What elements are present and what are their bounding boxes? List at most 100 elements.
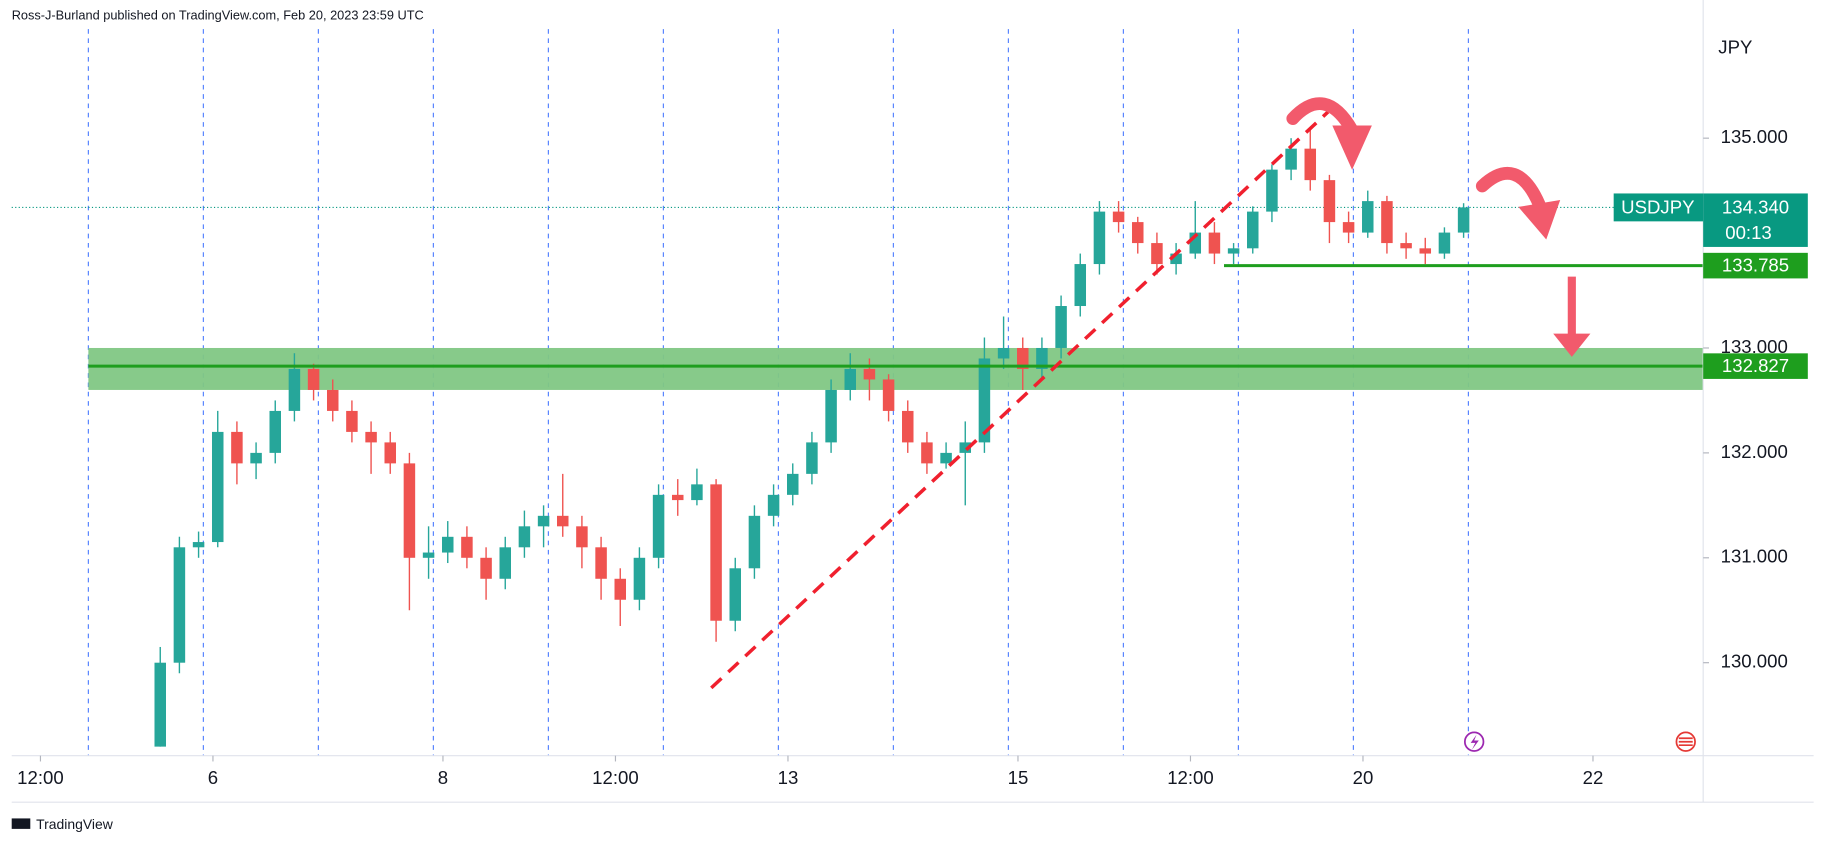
candle-body [614,578,627,600]
candle-body [307,368,320,390]
x-tick-label: 12:00 [17,767,64,788]
y-unit: JPY [1718,37,1752,58]
candle-body [595,547,607,579]
candle-body [1342,222,1355,233]
candle-body [403,463,416,558]
candle-body [499,547,511,579]
candle-body [997,347,1010,359]
candle-body [748,515,761,569]
symbol-label: USDJPY [1621,196,1694,217]
candle-body [921,442,933,464]
event-icon-bolt [1470,734,1479,750]
y-tick-label: 132.000 [1721,441,1788,462]
candle-body [710,484,722,621]
symbol-box [1613,193,1704,222]
x-tick-label: 12:00 [1167,767,1214,788]
candle-body [1151,243,1163,265]
candle-body [1362,201,1374,233]
plot-area [11,29,1704,756]
x-tick-label: 13 [778,767,799,788]
candle-body [1208,232,1221,254]
annotation-arrows [1286,97,1591,357]
logo [11,818,31,829]
candle-body [384,442,396,464]
candle-body [1189,232,1202,254]
candle-body [1017,347,1029,369]
candle-body [192,542,205,548]
watermark: TradingView [36,816,114,832]
candle-body [767,494,780,516]
candle-body [940,452,952,464]
x-tick-label: 12:00 [592,767,639,788]
candle-body [461,536,473,558]
candle-body [1170,253,1182,265]
candle-body [1074,264,1087,307]
candle-body [652,494,665,558]
candle-body [672,494,684,501]
candle-body [882,379,895,411]
candle-body [1457,207,1470,233]
x-tick-label: 15 [1008,767,1029,788]
candle-body [480,557,492,579]
y-tick-label: 130.000 [1721,651,1788,672]
candle-body [902,410,914,443]
candle-body [1112,211,1125,223]
candle-body [1093,211,1106,265]
candle-body [269,410,281,453]
candle-body [1285,148,1297,170]
x-tick-label: 6 [208,767,218,788]
candle-body [1304,148,1317,181]
candle-body [1400,243,1412,249]
candle-body [173,547,186,663]
candle-body [959,442,972,453]
support-zone [88,347,1704,390]
curved-arrow [1286,97,1359,137]
candle-body [1419,248,1432,254]
candle-body [978,358,991,443]
candle-body [154,662,166,747]
candle-body [729,568,742,621]
candle-body [1132,222,1144,244]
candle-body [1438,232,1451,254]
candle-body [1381,201,1393,244]
candle-body [250,452,262,464]
axes: 130.000 131.000 132.000 133.000 135.000 12:00… [17,126,1808,788]
candle-body [1266,169,1278,212]
candle-body [691,484,703,501]
frame [11,0,1814,829]
x-tick-label: 20 [1353,767,1374,788]
candle-body [288,368,301,411]
candle-body [1247,211,1259,249]
candle-body [346,410,358,432]
y-tick-label: 131.000 [1721,546,1788,567]
candle-body [576,526,588,548]
chart-title: Ross-J-Burland published on TradingView.… [12,8,424,23]
candle-body [1055,306,1067,348]
last-price-label: 134.340 [1722,196,1789,217]
level-label-box [1703,252,1808,279]
y-tick-label: 135.000 [1721,126,1788,147]
y-tick-label: 133.000 [1721,336,1788,357]
candle-body [422,552,435,558]
candle-body [1323,180,1336,223]
curved-arrow [1475,166,1546,211]
arrow-head [1518,199,1561,240]
candle-body [633,557,646,600]
candle-body [787,473,799,495]
candle-body [326,389,339,411]
flag-stripes [1678,737,1693,747]
level-label-box [1703,353,1808,379]
arrow-head [1332,125,1372,170]
level-label: 133.785 [1722,255,1789,276]
countdown-label: 00:13 [1725,222,1772,243]
candle-body [231,431,243,464]
candle-body [518,526,531,548]
candle-body [806,442,818,474]
candle-body [556,515,569,527]
candle-body [365,431,377,443]
last-price-box [1703,193,1808,247]
candle-body [825,389,837,443]
candle-body [1036,347,1048,369]
